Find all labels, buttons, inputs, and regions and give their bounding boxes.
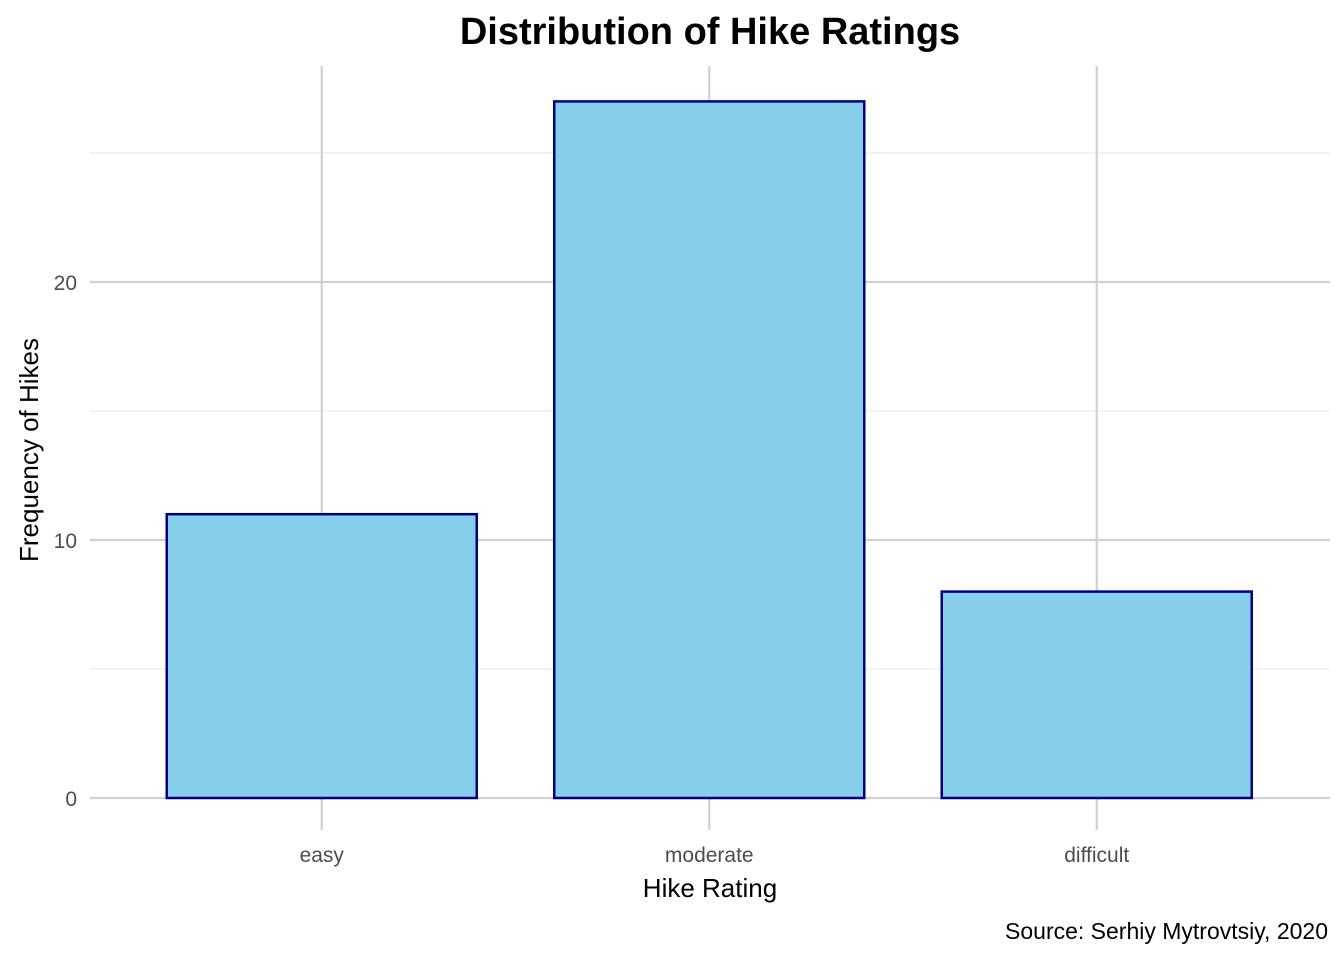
bar-moderate <box>553 100 866 800</box>
x-tick-label: easy <box>300 844 345 867</box>
y-tick-label: 10 <box>54 530 77 553</box>
chart-caption: Source: Serhiy Mytrovtsiy, 2020 <box>1005 918 1328 944</box>
x-tick-label: moderate <box>665 844 754 867</box>
bars <box>165 100 1253 800</box>
tick-labels: easy moderate difficult 0 10 20 <box>54 272 1130 867</box>
bar-difficult <box>940 590 1253 800</box>
y-tick-label: 0 <box>65 788 77 811</box>
x-axis-title: Hike Rating <box>643 873 777 903</box>
bar-easy <box>165 512 478 800</box>
x-tick-label: difficult <box>1064 844 1129 867</box>
y-tick-label: 20 <box>54 272 77 295</box>
chart-title: Distribution of Hike Ratings <box>460 11 960 53</box>
y-axis-title: Frequency of Hikes <box>14 338 44 562</box>
